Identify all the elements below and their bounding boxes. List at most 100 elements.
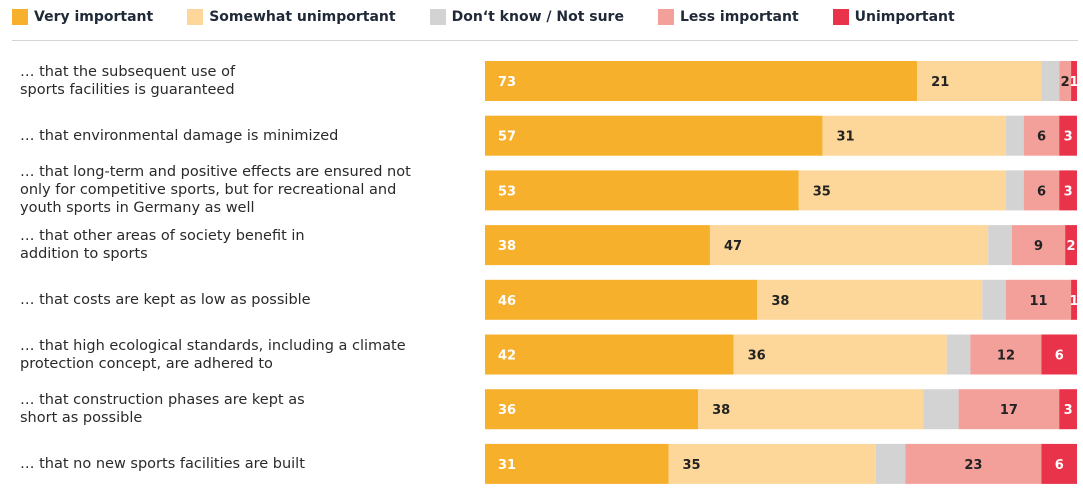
legend-divider bbox=[12, 40, 1078, 41]
bar-segment-less-important-row-4 bbox=[1011, 225, 1066, 266]
bar-segment-very-important-row-5 bbox=[485, 279, 758, 320]
legend-item-unimportant: Unimportant bbox=[832, 9, 955, 25]
data-label-somewhat-unimportant-row-6: 36 bbox=[748, 349, 766, 364]
data-label-less-important-row-4: 9 bbox=[1034, 239, 1043, 254]
data-label-somewhat-unimportant-row-8: 35 bbox=[683, 458, 701, 473]
data-label-very-important-row-2: 57 bbox=[498, 130, 516, 145]
bar-segment-less-important-row-1 bbox=[1059, 61, 1072, 101]
bar-segment-unimportant-row-3 bbox=[1059, 170, 1077, 211]
row-label-line: addition to sports bbox=[20, 246, 148, 263]
chart-legend: Very important Somewhat unimportant Don‘… bbox=[12, 6, 989, 28]
data-label-unimportant-row-8: 6 bbox=[1055, 458, 1064, 473]
row-label-line: sports facilities is guaranteed bbox=[20, 82, 235, 98]
bar-segment-less-important-row-8 bbox=[905, 443, 1042, 484]
row-label-line: protection concept, are adhered to bbox=[20, 355, 273, 372]
bar-segment-unimportant-row-4 bbox=[1065, 225, 1077, 266]
data-label-somewhat-unimportant-row-1: 21 bbox=[931, 75, 949, 90]
data-label-somewhat-unimportant-row-7: 38 bbox=[712, 403, 730, 418]
data-label-less-important-row-1: 2 bbox=[1061, 75, 1070, 90]
legend-swatch-very-important bbox=[12, 9, 28, 25]
row-label-3: … that long-term and positive effects ar… bbox=[20, 163, 460, 217]
legend-item-somewhat-unimportant: Somewhat unimportant bbox=[187, 9, 396, 25]
data-label-unimportant-row-4: 2 bbox=[1067, 239, 1076, 254]
row-label-2: … that environmental damage is minimized bbox=[20, 127, 460, 145]
bar-segment-somewhat-unimportant-row-5 bbox=[757, 279, 983, 320]
row-label-1: … that the subsequent use of sports facil… bbox=[20, 63, 460, 99]
data-label-somewhat-unimportant-row-2: 31 bbox=[836, 130, 854, 145]
data-label-less-important-row-3: 6 bbox=[1037, 184, 1046, 199]
bar-segment-don-t-know-not-sure-row-6 bbox=[946, 334, 971, 375]
legend-swatch-unimportant bbox=[832, 9, 849, 25]
bar-segment-very-important-row-3 bbox=[485, 170, 799, 211]
data-label-less-important-row-5: 11 bbox=[1029, 294, 1047, 309]
bar-segment-unimportant-row-5 bbox=[1071, 279, 1077, 320]
row-label-line: … that long-term and positive effects ar… bbox=[20, 164, 411, 181]
bar-segment-don-t-know-not-sure-row-5 bbox=[982, 279, 1006, 320]
data-label-less-important-row-6: 12 bbox=[997, 349, 1015, 364]
legend-label-less-important: Less important bbox=[679, 9, 799, 25]
bar-segment-don-t-know-not-sure-row-4 bbox=[988, 225, 1012, 266]
legend-swatch-less-important bbox=[657, 9, 674, 25]
bar-segment-unimportant-row-6 bbox=[1041, 334, 1077, 375]
row-label-5: … that costs are kept as low as possible bbox=[20, 291, 460, 309]
row-label-line: … that environmental damage is minimized bbox=[20, 127, 339, 144]
legend-item-very-important: Very important bbox=[12, 9, 153, 25]
bar-segment-somewhat-unimportant-row-3 bbox=[798, 170, 1006, 211]
data-label-very-important-row-1: 73 bbox=[498, 75, 516, 90]
bar-segment-less-important-row-7 bbox=[958, 389, 1060, 430]
bar-segment-don-t-know-not-sure-row-2 bbox=[1005, 115, 1024, 156]
data-label-very-important-row-6: 42 bbox=[498, 349, 516, 364]
row-label-line: short as possible bbox=[20, 410, 143, 427]
data-label-very-important-row-5: 46 bbox=[498, 294, 516, 309]
bar-segment-somewhat-unimportant-row-1 bbox=[917, 61, 1042, 101]
data-label-somewhat-unimportant-row-5: 38 bbox=[771, 294, 789, 309]
legend-label-dont-know: Don‘t know / Not sure bbox=[451, 9, 624, 25]
bar-segment-don-t-know-not-sure-row-3 bbox=[1005, 170, 1024, 211]
data-label-unimportant-row-3: 3 bbox=[1064, 184, 1073, 199]
legend-label-somewhat-unimportant: Somewhat unimportant bbox=[209, 9, 396, 25]
bar-segment-less-important-row-3 bbox=[1023, 170, 1060, 211]
bar-segment-somewhat-unimportant-row-6 bbox=[733, 334, 947, 375]
bar-segment-very-important-row-6 bbox=[485, 334, 734, 375]
bar-segment-unimportant-row-7 bbox=[1059, 389, 1077, 430]
bar-segment-less-important-row-6 bbox=[970, 334, 1042, 375]
data-label-somewhat-unimportant-row-4: 47 bbox=[724, 239, 742, 254]
data-label-unimportant-row-5: 1 bbox=[1070, 294, 1079, 309]
data-label-unimportant-row-6: 6 bbox=[1055, 349, 1064, 364]
bar-segment-don-t-know-not-sure-row-1 bbox=[1041, 61, 1060, 101]
bar-segment-somewhat-unimportant-row-4 bbox=[709, 225, 989, 266]
data-label-very-important-row-3: 53 bbox=[498, 184, 516, 199]
data-label-unimportant-row-7: 3 bbox=[1064, 403, 1073, 418]
bar-segment-somewhat-unimportant-row-2 bbox=[822, 115, 1006, 156]
row-label-8: … that no new sports facilities are buil… bbox=[20, 455, 460, 473]
data-label-unimportant-row-1: 1 bbox=[1070, 75, 1079, 90]
row-label-6: … that high ecological standards, includ… bbox=[20, 337, 460, 373]
data-label-unimportant-row-2: 3 bbox=[1064, 130, 1073, 145]
data-label-very-important-row-8: 31 bbox=[498, 458, 516, 473]
data-label-less-important-row-7: 17 bbox=[1000, 403, 1018, 418]
bar-segment-very-important-row-1 bbox=[485, 61, 918, 101]
row-label-7: … that construction phases are kept as sh… bbox=[20, 391, 460, 427]
legend-item-less-important: Less important bbox=[657, 9, 799, 25]
row-label-line: only for competitive sports, but for rec… bbox=[20, 182, 397, 199]
row-label-line: … that costs are kept as low as possible bbox=[20, 291, 311, 308]
bar-segment-less-important-row-2 bbox=[1023, 115, 1060, 156]
legend-swatch-dont-know bbox=[429, 9, 446, 25]
row-label-line: … that other areas of society benefit in bbox=[20, 228, 305, 245]
bar-segment-very-important-row-7 bbox=[485, 389, 699, 430]
data-label-less-important-row-2: 6 bbox=[1037, 130, 1046, 145]
bar-segment-don-t-know-not-sure-row-8 bbox=[875, 443, 906, 484]
bar-segment-very-important-row-8 bbox=[485, 443, 669, 484]
row-label-line: … that the subsequent use of bbox=[20, 64, 236, 80]
bar-segment-unimportant-row-2 bbox=[1059, 115, 1077, 156]
legend-item-dont-know: Don‘t know / Not sure bbox=[429, 9, 624, 25]
row-label-line: … that no new sports facilities are buil… bbox=[20, 455, 305, 472]
legend-label-unimportant: Unimportant bbox=[854, 9, 955, 25]
bar-segment-unimportant-row-1 bbox=[1071, 61, 1077, 101]
legend-label-very-important: Very important bbox=[34, 9, 154, 25]
bar-segment-don-t-know-not-sure-row-7 bbox=[923, 389, 959, 430]
data-label-somewhat-unimportant-row-3: 35 bbox=[813, 184, 831, 199]
row-label-line: … that high ecological standards, includ… bbox=[20, 337, 406, 354]
row-label-line: youth sports in Germany as well bbox=[20, 200, 255, 217]
